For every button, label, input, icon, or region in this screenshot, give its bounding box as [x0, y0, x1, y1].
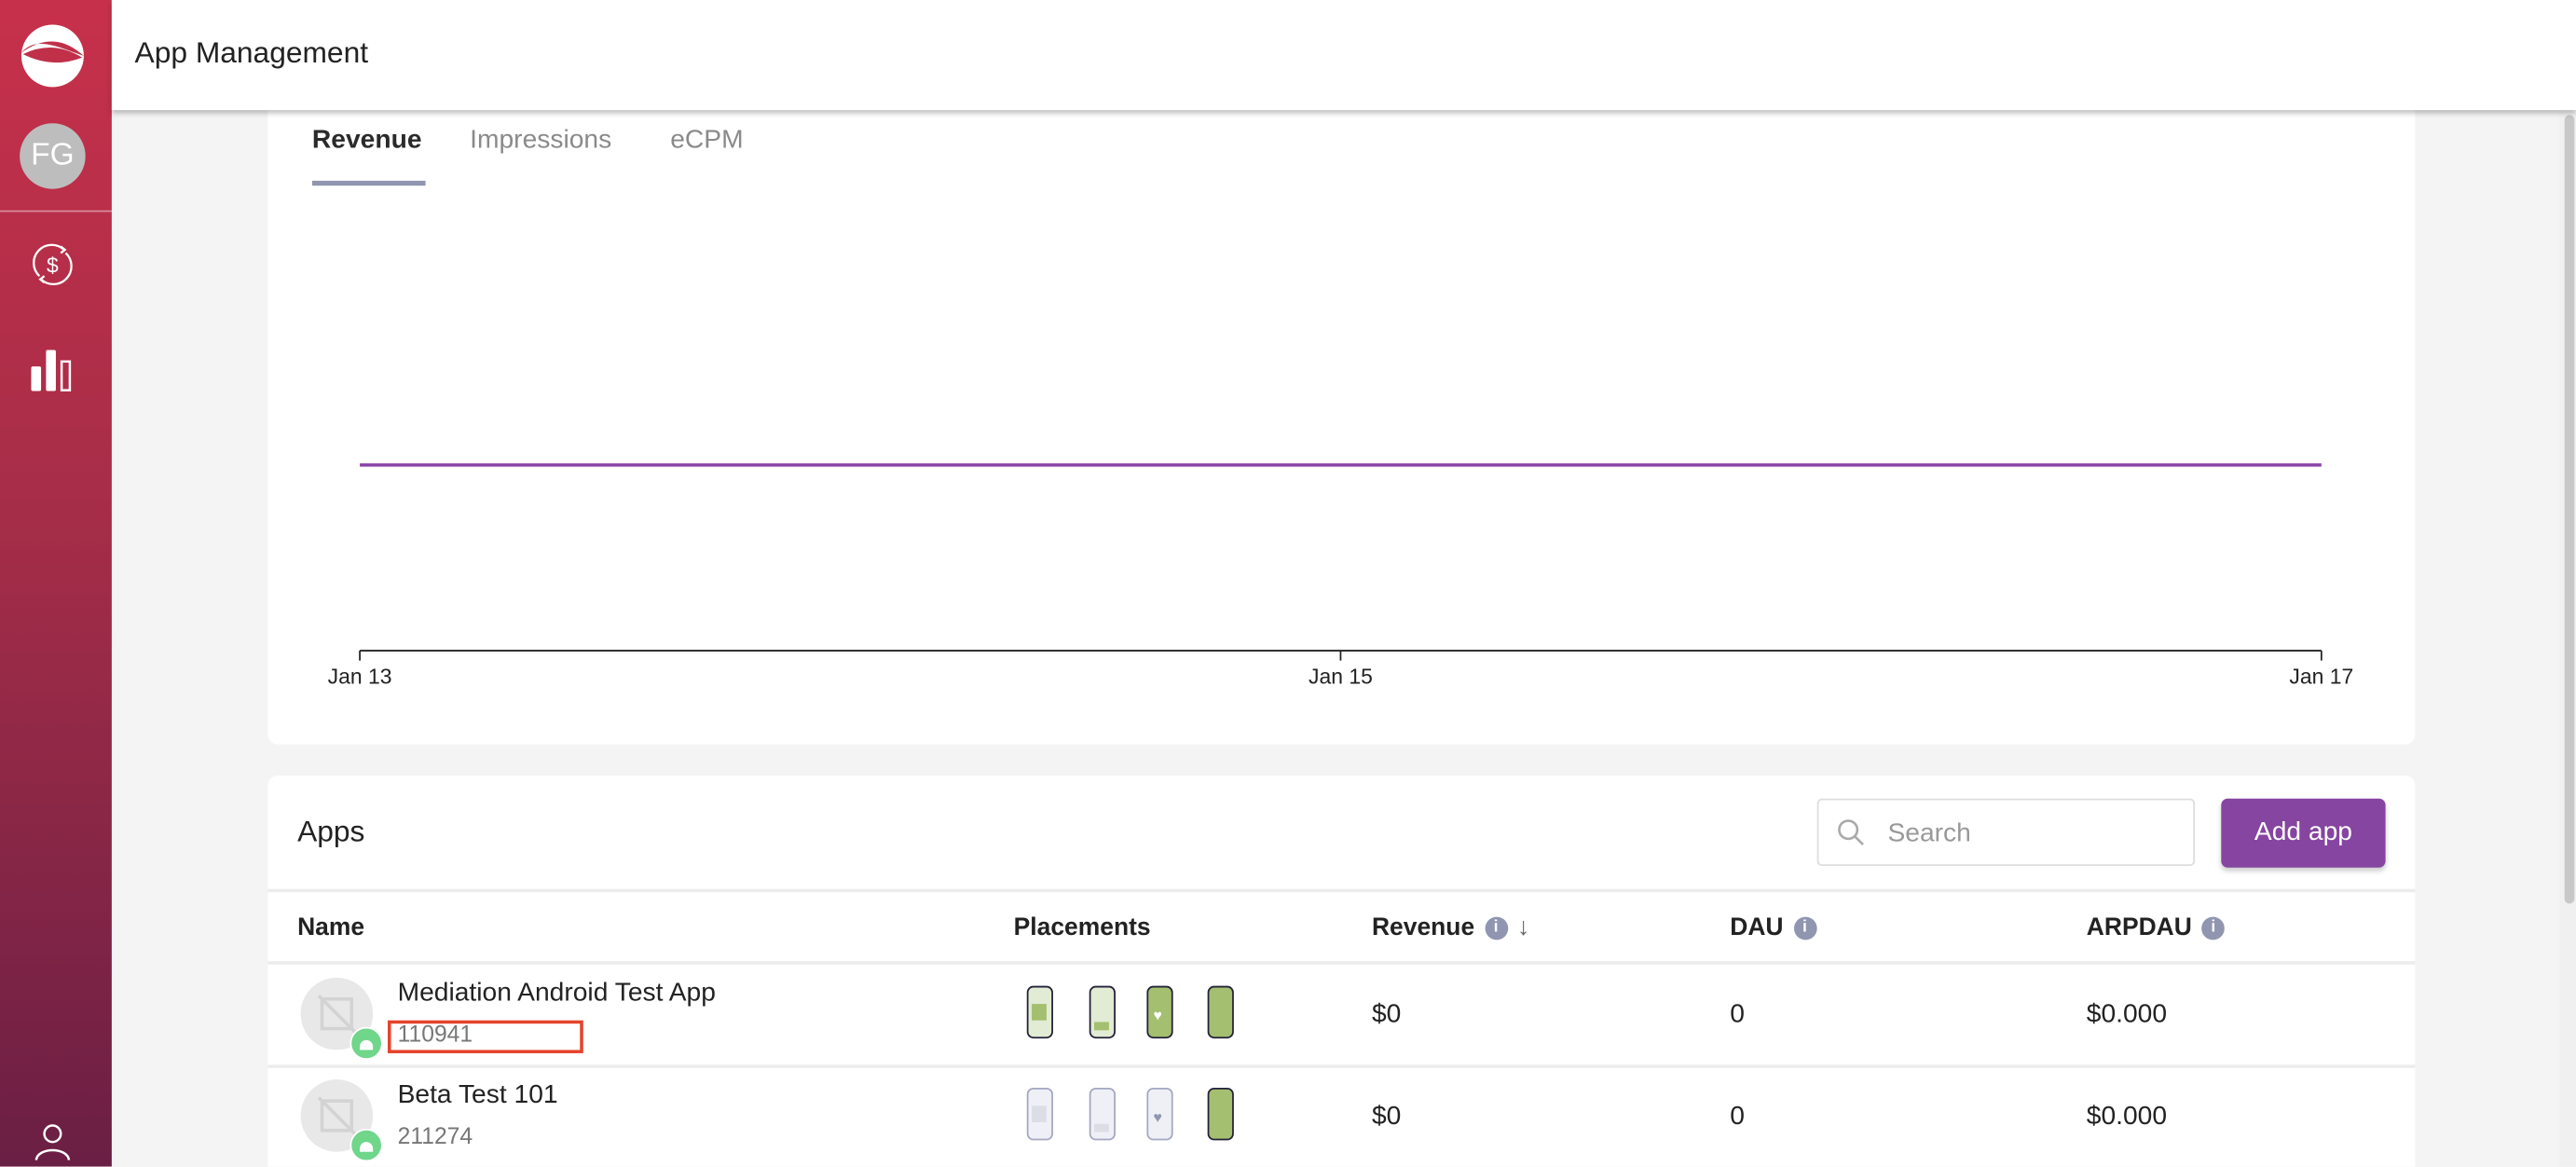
column-header-arpdau[interactable]: ARPDAU i: [2086, 913, 2226, 942]
app-name[interactable]: Mediation Android Test App: [397, 979, 716, 1008]
divider: [267, 1064, 2416, 1068]
column-header-revenue[interactable]: Revenue i ↓: [1372, 913, 1529, 941]
apps-title: Apps: [297, 815, 365, 848]
banner-placement-icon[interactable]: [1026, 985, 1053, 1039]
rewarded-placement-icon[interactable]: ♥: [1146, 1087, 1173, 1141]
tab-revenue[interactable]: Revenue: [311, 126, 422, 155]
revenue-sync-icon[interactable]: $: [31, 243, 74, 286]
column-label: ARPDAU: [2086, 913, 2192, 942]
column-header-dau[interactable]: DAU i: [1730, 913, 1816, 941]
arpdau-cell: $0.000: [2086, 1102, 2168, 1131]
table-row[interactable]: Beta Test 101 211274 ♥ $0 0 $0.000: [267, 1066, 2415, 1167]
info-icon[interactable]: i: [1793, 915, 1816, 940]
add-app-button[interactable]: Add app: [2221, 798, 2386, 868]
interstitial-placement-icon[interactable]: [1207, 1087, 1234, 1141]
x-tick-label: Jan 13: [327, 664, 392, 689]
dau-cell: 0: [1730, 1000, 1745, 1029]
interstitial-placement-icon[interactable]: [1207, 985, 1234, 1039]
sidebar-divider: [0, 210, 112, 213]
banner-placement-icon[interactable]: [1026, 1087, 1053, 1141]
user-icon[interactable]: [34, 1122, 71, 1161]
divider: [267, 961, 2416, 965]
search-input[interactable]: [1884, 815, 2187, 855]
revenue-cell: $0: [1371, 1000, 1402, 1029]
info-icon[interactable]: i: [2201, 915, 2226, 940]
tab-impressions[interactable]: Impressions: [470, 126, 612, 155]
app-id: 211274: [397, 1121, 473, 1149]
column-label: Revenue: [1371, 913, 1475, 942]
revenue-chart: [359, 463, 2323, 661]
avatar-initials: FG: [31, 138, 75, 173]
column-label: DAU: [1730, 913, 1784, 942]
revenue-cell: $0: [1371, 1102, 1402, 1131]
x-tick-label: Jan 15: [1309, 664, 1373, 689]
page-title: App Management: [134, 35, 369, 70]
x-tick-label: Jan 17: [2289, 664, 2354, 689]
dau-cell: 0: [1730, 1102, 1745, 1131]
column-label: Placements: [1013, 913, 1151, 942]
info-icon[interactable]: i: [1484, 915, 1508, 940]
svg-text:$: $: [47, 254, 59, 278]
app-id: 110941: [397, 1020, 473, 1047]
android-icon: [349, 1026, 383, 1061]
column-label: Name: [297, 913, 365, 942]
scrollbar-thumb[interactable]: [2564, 115, 2575, 904]
bar-chart-icon[interactable]: [30, 347, 75, 392]
rewarded-placement-icon[interactable]: ♥: [1146, 985, 1173, 1039]
android-icon: [349, 1129, 383, 1162]
sort-descending-icon[interactable]: ↓: [1517, 913, 1530, 942]
app-name[interactable]: Beta Test 101: [397, 1080, 558, 1109]
chart-card: [267, 82, 2416, 745]
active-tab-indicator: [311, 180, 426, 186]
native-placement-icon[interactable]: [1089, 985, 1116, 1039]
arpdau-cell: $0.000: [2086, 1000, 2168, 1029]
table-row[interactable]: Mediation Android Test App 110941 ♥ $0 0…: [267, 965, 2415, 1066]
sidebar: FG $: [0, 0, 112, 1167]
native-placement-icon[interactable]: [1089, 1087, 1116, 1141]
logo-icon[interactable]: [20, 23, 86, 89]
highlight-box: [388, 1020, 583, 1053]
column-header-name[interactable]: Name: [297, 913, 364, 941]
top-header: App Management: [111, 0, 2576, 111]
column-header-placements: Placements: [1014, 913, 1151, 941]
search-box[interactable]: [1816, 798, 2196, 866]
app-placeholder-icon: [300, 977, 374, 1050]
divider: [267, 888, 2416, 893]
search-icon: [1838, 819, 1864, 846]
tab-ecpm[interactable]: eCPM: [670, 126, 744, 155]
avatar[interactable]: FG: [20, 123, 86, 189]
